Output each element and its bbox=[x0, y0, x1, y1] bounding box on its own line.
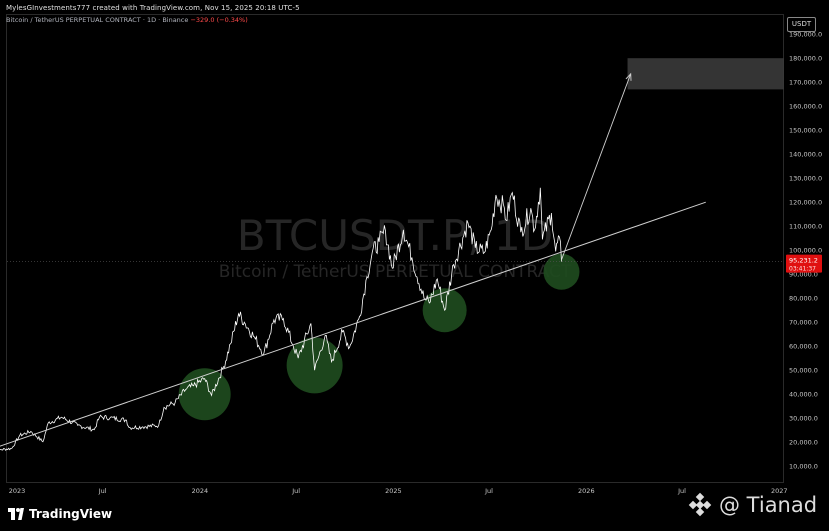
y-tick-label: 80,000.0 bbox=[789, 295, 818, 303]
symbol-description: Bitcoin / TetherUS PERPETUAL CONTRACT · … bbox=[6, 16, 189, 24]
y-tick-label: 180,000.0 bbox=[789, 55, 822, 63]
y-tick-label: 60,000.0 bbox=[789, 343, 818, 351]
x-tick-label: 2024 bbox=[192, 487, 209, 495]
tradingview-logo-text: TradingView bbox=[29, 507, 113, 521]
y-tick-label: 70,000.0 bbox=[789, 319, 818, 327]
currency-button[interactable]: USDT bbox=[787, 17, 816, 32]
y-tick-label: 130,000.0 bbox=[789, 175, 822, 183]
support-circle bbox=[286, 337, 343, 394]
target-zone bbox=[627, 58, 784, 90]
x-tick-label: 2026 bbox=[578, 487, 595, 495]
y-tick-label: 100,000.0 bbox=[789, 247, 822, 255]
x-tick-label: Jul bbox=[484, 487, 493, 495]
tradingview-logo-icon bbox=[8, 508, 24, 520]
chart-frame bbox=[6, 14, 784, 483]
support-circle bbox=[543, 253, 580, 290]
x-tick-label: Jul bbox=[291, 487, 300, 495]
y-tick-label: 20,000.0 bbox=[789, 439, 818, 447]
y-tick-label: 90,000.0 bbox=[789, 271, 818, 279]
x-tick-label: Jul bbox=[98, 487, 107, 495]
overlay-watermark: @ Tianad bbox=[687, 492, 817, 518]
x-tick-label: 2027 bbox=[771, 487, 788, 495]
y-tick-label: 110,000.0 bbox=[789, 223, 822, 231]
x-tick-label: Jul bbox=[677, 487, 686, 495]
y-tick-label: 30,000.0 bbox=[789, 415, 818, 423]
y-tick-label: 10,000.0 bbox=[789, 463, 818, 471]
countdown-label: 03:41:37 bbox=[789, 266, 816, 273]
y-tick-label: 150,000.0 bbox=[789, 127, 822, 135]
x-tick-label: 2025 bbox=[385, 487, 402, 495]
y-tick-label: 40,000.0 bbox=[789, 391, 818, 399]
last-price-tag bbox=[786, 254, 822, 273]
price-change: −329.0 (−0.34%) bbox=[190, 16, 248, 24]
symbol-legend: Bitcoin / TetherUS PERPETUAL CONTRACT · … bbox=[6, 16, 248, 24]
y-tick-label: 170,000.0 bbox=[789, 79, 822, 87]
y-tick-label: 190,000.0 bbox=[789, 31, 822, 39]
x-tick-label: 2023 bbox=[9, 487, 26, 495]
overlay-watermark-text: @ Tianad bbox=[719, 493, 818, 517]
support-trendline bbox=[0, 201, 706, 447]
y-tick-label: 120,000.0 bbox=[789, 199, 822, 207]
support-circle bbox=[178, 368, 231, 421]
y-tick-label: 140,000.0 bbox=[789, 151, 822, 159]
projection-arrow-head bbox=[625, 72, 632, 81]
diamond-logo-icon bbox=[688, 492, 712, 517]
y-tick-label: 160,000.0 bbox=[789, 103, 822, 111]
price-series-line bbox=[0, 187, 562, 451]
symbol-watermark: BTCUSDT.P, 1D bbox=[237, 211, 553, 260]
symbol-watermark-subtitle: Bitcoin / TetherUS PERPETUAL CONTRACT bbox=[219, 262, 572, 282]
last-price-label: 95,231.2 bbox=[789, 257, 818, 265]
tradingview-logo[interactable]: TradingView bbox=[8, 507, 112, 521]
y-tick-label: 50,000.0 bbox=[789, 367, 818, 375]
chart-creator-line: MylesGInvestments777 created with Tradin… bbox=[6, 4, 300, 12]
projection-arrow bbox=[561, 73, 632, 260]
